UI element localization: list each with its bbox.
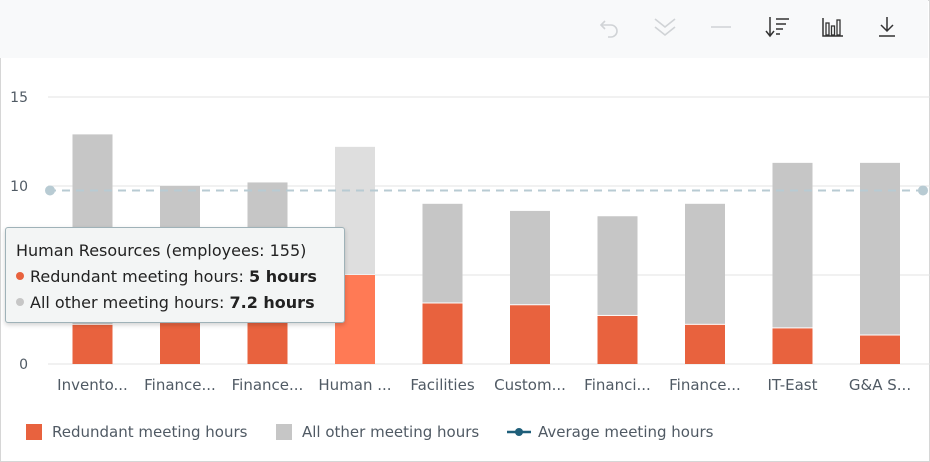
legend-item-average[interactable]: Average meeting hours [506, 420, 713, 444]
other-swatch-icon [276, 424, 292, 440]
y-tick-label: 0 [19, 357, 28, 373]
tooltip-row1-label: Redundant meeting hours: [30, 267, 244, 286]
bar-redundant [597, 315, 638, 364]
x-tick-label: Finance... [669, 376, 741, 394]
collapse-icon[interactable] [704, 10, 738, 44]
bar-redundant [685, 324, 725, 364]
download-icon[interactable] [870, 10, 904, 44]
other-dot-icon [16, 297, 24, 306]
x-tick-label: Custom... [494, 376, 566, 394]
legend-item-redundant[interactable]: Redundant meeting hours [26, 420, 247, 444]
legend-item-other[interactable]: All other meeting hours [276, 420, 479, 444]
x-tick-label: G&A S... [849, 376, 911, 394]
legend-label-redundant: Redundant meeting hours [52, 423, 248, 441]
redundant-swatch-icon [26, 424, 42, 440]
average-marker-left [45, 185, 55, 196]
bar-chart-icon[interactable] [816, 10, 850, 44]
bar-other [772, 162, 813, 328]
tooltip-row2-value: 7.2 hours [229, 293, 315, 312]
bar-redundant [160, 323, 200, 364]
average-marker-right [918, 185, 928, 196]
x-tick-label: Facilities [410, 376, 474, 394]
x-tick-label: IT-East [768, 376, 818, 394]
legend-label-average: Average meeting hours [538, 423, 714, 441]
sort-icon[interactable] [760, 10, 794, 44]
bar-redundant [772, 328, 813, 364]
x-tick-label: Human ... [318, 376, 391, 394]
bar-other [422, 203, 463, 303]
chart-toolbar [0, 0, 928, 58]
expand-all-icon[interactable] [648, 10, 682, 44]
x-tick-label: Financi... [584, 376, 651, 394]
redundant-dot-icon [16, 271, 24, 280]
x-tick-label: Invento... [57, 376, 128, 394]
y-tick-label: 10 [10, 179, 28, 195]
tooltip-row1-value: 5 hours [248, 267, 317, 286]
bar-redundant [72, 324, 113, 364]
chart-tooltip: Human Resources (employees: 155) Redunda… [5, 227, 345, 323]
average-line-icon [507, 428, 531, 436]
y-tick-label: 15 [10, 90, 28, 106]
legend-label-other: All other meeting hours [302, 423, 480, 441]
tooltip-subtitle: (employees: 155) [165, 241, 307, 260]
bar-redundant [422, 303, 463, 364]
undo-icon[interactable] [592, 10, 626, 44]
bar-other [685, 203, 725, 324]
bar-redundant [247, 321, 288, 364]
x-tick-label: Finance... [144, 376, 216, 394]
bar-redundant [860, 335, 900, 364]
bar-other [860, 162, 900, 335]
bar-other [510, 210, 550, 305]
bar-redundant [510, 305, 550, 364]
bar-other [597, 216, 638, 315]
x-tick-label: Finance... [232, 376, 304, 394]
tooltip-title: Human Resources [16, 241, 161, 260]
tooltip-row2-label: All other meeting hours: [30, 293, 225, 312]
